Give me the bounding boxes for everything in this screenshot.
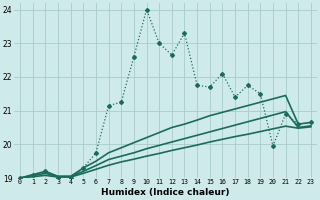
X-axis label: Humidex (Indice chaleur): Humidex (Indice chaleur) <box>101 188 230 197</box>
